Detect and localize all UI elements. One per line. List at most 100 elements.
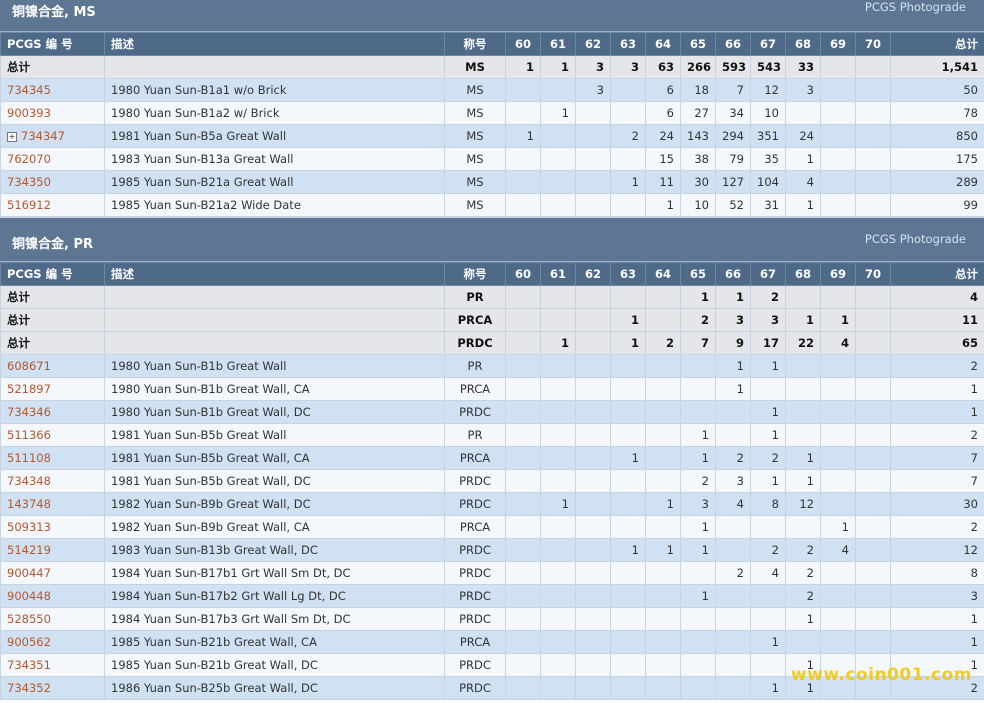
grade-count-64[interactable]: 1: [645, 193, 681, 217]
column-header-grade-70[interactable]: 70: [855, 32, 891, 56]
grade-count-67[interactable]: 1: [750, 676, 786, 700]
grade-count-67[interactable]: 2: [750, 285, 786, 309]
pcgs-code-cell[interactable]: +734347: [0, 124, 105, 148]
pcgs-code-link[interactable]: 734346: [7, 405, 51, 419]
grade-count-62[interactable]: 3: [575, 55, 611, 79]
grade-count-61[interactable]: 1: [540, 331, 576, 355]
grade-count-67[interactable]: 31: [750, 193, 786, 217]
grade-count-65[interactable]: 1: [680, 423, 716, 447]
grade-count-66[interactable]: 3: [715, 469, 751, 493]
column-header-total[interactable]: 总计: [890, 262, 984, 286]
grade-count-67[interactable]: 35: [750, 147, 786, 171]
grade-count-67[interactable]: 1: [750, 423, 786, 447]
pcgs-code-link[interactable]: 734347: [21, 129, 65, 143]
pcgs-code-link[interactable]: 900562: [7, 635, 51, 649]
pcgs-code-link[interactable]: 734350: [7, 175, 51, 189]
grade-count-65[interactable]: 38: [680, 147, 716, 171]
column-header-desc[interactable]: 描述: [104, 32, 445, 56]
pcgs-code-cell[interactable]: 608671: [0, 354, 105, 378]
grade-count-65[interactable]: 1: [680, 538, 716, 562]
column-header-grade-65[interactable]: 65: [680, 32, 716, 56]
grade-count-67[interactable]: 4: [750, 561, 786, 585]
grade-count-65[interactable]: 2: [680, 308, 716, 332]
pcgs-code-link[interactable]: 734351: [7, 658, 51, 672]
column-header-grade-61[interactable]: 61: [540, 262, 576, 286]
grade-count-63[interactable]: 1: [610, 170, 646, 194]
pcgs-code-cell[interactable]: 514219: [0, 538, 105, 562]
grade-count-64[interactable]: 24: [645, 124, 681, 148]
pcgs-code-cell[interactable]: 734351: [0, 653, 105, 677]
grade-count-64[interactable]: 11: [645, 170, 681, 194]
grade-count-68[interactable]: 3: [785, 78, 821, 102]
grade-count-69[interactable]: 4: [820, 538, 856, 562]
grade-count-68[interactable]: 1: [785, 147, 821, 171]
column-header-desc[interactable]: 描述: [104, 262, 445, 286]
grade-count-66[interactable]: 294: [715, 124, 751, 148]
grade-count-61[interactable]: 1: [540, 55, 576, 79]
grade-count-64[interactable]: 2: [645, 331, 681, 355]
grade-count-60[interactable]: 1: [505, 55, 541, 79]
grade-count-65[interactable]: 3: [680, 492, 716, 516]
column-header-grade-68[interactable]: 68: [785, 262, 821, 286]
pcgs-code-link[interactable]: 509313: [7, 520, 51, 534]
grade-count-69[interactable]: 1: [820, 515, 856, 539]
grade-count-68[interactable]: 1: [785, 607, 821, 631]
grade-count-67[interactable]: 2: [750, 446, 786, 470]
grade-count-68[interactable]: 33: [785, 55, 821, 79]
grade-count-66[interactable]: 127: [715, 170, 751, 194]
pcgs-code-cell[interactable]: 900562: [0, 630, 105, 654]
column-header-grade-62[interactable]: 62: [575, 32, 611, 56]
grade-count-65[interactable]: 1: [680, 584, 716, 608]
pcgs-code-cell[interactable]: 509313: [0, 515, 105, 539]
pcgs-code-cell[interactable]: 734348: [0, 469, 105, 493]
pcgs-code-cell[interactable]: 900393: [0, 101, 105, 125]
pcgs-code-link[interactable]: 528550: [7, 612, 51, 626]
column-header-total[interactable]: 总计: [890, 32, 984, 56]
grade-count-61[interactable]: 1: [540, 492, 576, 516]
grade-count-67[interactable]: 1: [750, 630, 786, 654]
column-header-grade-69[interactable]: 69: [820, 262, 856, 286]
grade-count-66[interactable]: 1: [715, 354, 751, 378]
column-header-grade-60[interactable]: 60: [505, 262, 541, 286]
column-header-grade-64[interactable]: 64: [645, 262, 681, 286]
pcgs-code-link[interactable]: 521897: [7, 382, 51, 396]
grade-count-65[interactable]: 27: [680, 101, 716, 125]
grade-count-67[interactable]: 1: [750, 354, 786, 378]
grade-count-66[interactable]: 2: [715, 446, 751, 470]
column-header-grade-63[interactable]: 63: [610, 32, 646, 56]
grade-count-63[interactable]: 3: [610, 55, 646, 79]
grade-count-66[interactable]: 9: [715, 331, 751, 355]
pcgs-code-cell[interactable]: 734345: [0, 78, 105, 102]
pcgs-code-cell[interactable]: 734352: [0, 676, 105, 700]
ms-photograde-link[interactable]: PCGS Photograde: [864, 0, 966, 14]
pcgs-code-cell[interactable]: 516912: [0, 193, 105, 217]
column-header-designation[interactable]: 称号: [444, 262, 506, 286]
grade-count-67[interactable]: 1: [750, 469, 786, 493]
grade-count-67[interactable]: 104: [750, 170, 786, 194]
grade-count-65[interactable]: 18: [680, 78, 716, 102]
column-header-grade-65[interactable]: 65: [680, 262, 716, 286]
column-header-grade-66[interactable]: 66: [715, 262, 751, 286]
grade-count-68[interactable]: 2: [785, 538, 821, 562]
grade-count-68[interactable]: 1: [785, 308, 821, 332]
grade-count-64[interactable]: 1: [645, 538, 681, 562]
grade-count-67[interactable]: 12: [750, 78, 786, 102]
column-header-grade-63[interactable]: 63: [610, 262, 646, 286]
grade-count-66[interactable]: 52: [715, 193, 751, 217]
grade-count-61[interactable]: 1: [540, 101, 576, 125]
column-header-grade-70[interactable]: 70: [855, 262, 891, 286]
grade-count-69[interactable]: 4: [820, 331, 856, 355]
pcgs-code-cell[interactable]: 528550: [0, 607, 105, 631]
grade-count-68[interactable]: 1: [785, 653, 821, 677]
grade-count-65[interactable]: 1: [680, 515, 716, 539]
grade-count-67[interactable]: 351: [750, 124, 786, 148]
pcgs-code-link[interactable]: 143748: [7, 497, 51, 511]
column-header-grade-64[interactable]: 64: [645, 32, 681, 56]
grade-count-68[interactable]: 2: [785, 584, 821, 608]
grade-count-67[interactable]: 10: [750, 101, 786, 125]
grade-count-67[interactable]: 1: [750, 400, 786, 424]
grade-count-67[interactable]: 17: [750, 331, 786, 355]
grade-count-63[interactable]: 1: [610, 331, 646, 355]
column-header-grade-62[interactable]: 62: [575, 262, 611, 286]
grade-count-66[interactable]: 2: [715, 561, 751, 585]
